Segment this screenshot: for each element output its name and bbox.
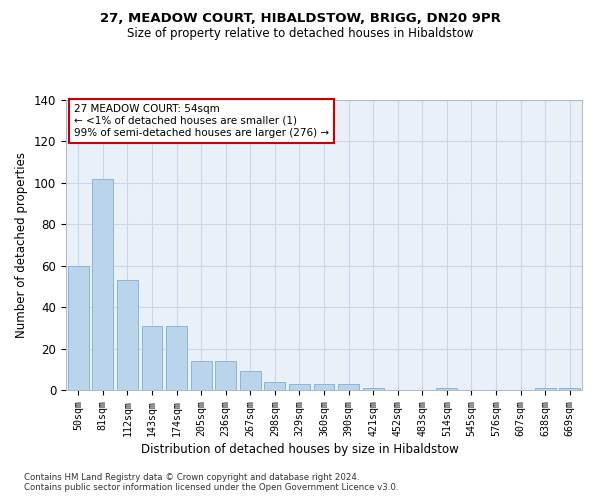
Text: Distribution of detached houses by size in Hibaldstow: Distribution of detached houses by size … (141, 442, 459, 456)
Bar (191, 361, 212, 390)
Bar (436, 388, 457, 390)
Bar (68, 266, 89, 390)
Bar (117, 280, 138, 390)
Bar (166, 326, 187, 390)
Text: Contains public sector information licensed under the Open Government Licence v3: Contains public sector information licen… (24, 482, 398, 492)
Text: Contains HM Land Registry data © Crown copyright and database right 2024.: Contains HM Land Registry data © Crown c… (24, 472, 359, 482)
Y-axis label: Number of detached properties: Number of detached properties (16, 152, 28, 338)
Bar (535, 388, 556, 390)
Bar (240, 372, 261, 390)
Bar (559, 388, 580, 390)
Bar (265, 382, 286, 390)
Bar (92, 178, 113, 390)
Bar (314, 384, 334, 390)
Bar (142, 326, 163, 390)
Text: 27, MEADOW COURT, HIBALDSTOW, BRIGG, DN20 9PR: 27, MEADOW COURT, HIBALDSTOW, BRIGG, DN2… (100, 12, 500, 26)
Text: Size of property relative to detached houses in Hibaldstow: Size of property relative to detached ho… (127, 28, 473, 40)
Bar (338, 384, 359, 390)
Bar (215, 361, 236, 390)
Bar (362, 388, 383, 390)
Bar (289, 384, 310, 390)
Text: 27 MEADOW COURT: 54sqm
← <1% of detached houses are smaller (1)
99% of semi-deta: 27 MEADOW COURT: 54sqm ← <1% of detached… (74, 104, 329, 138)
